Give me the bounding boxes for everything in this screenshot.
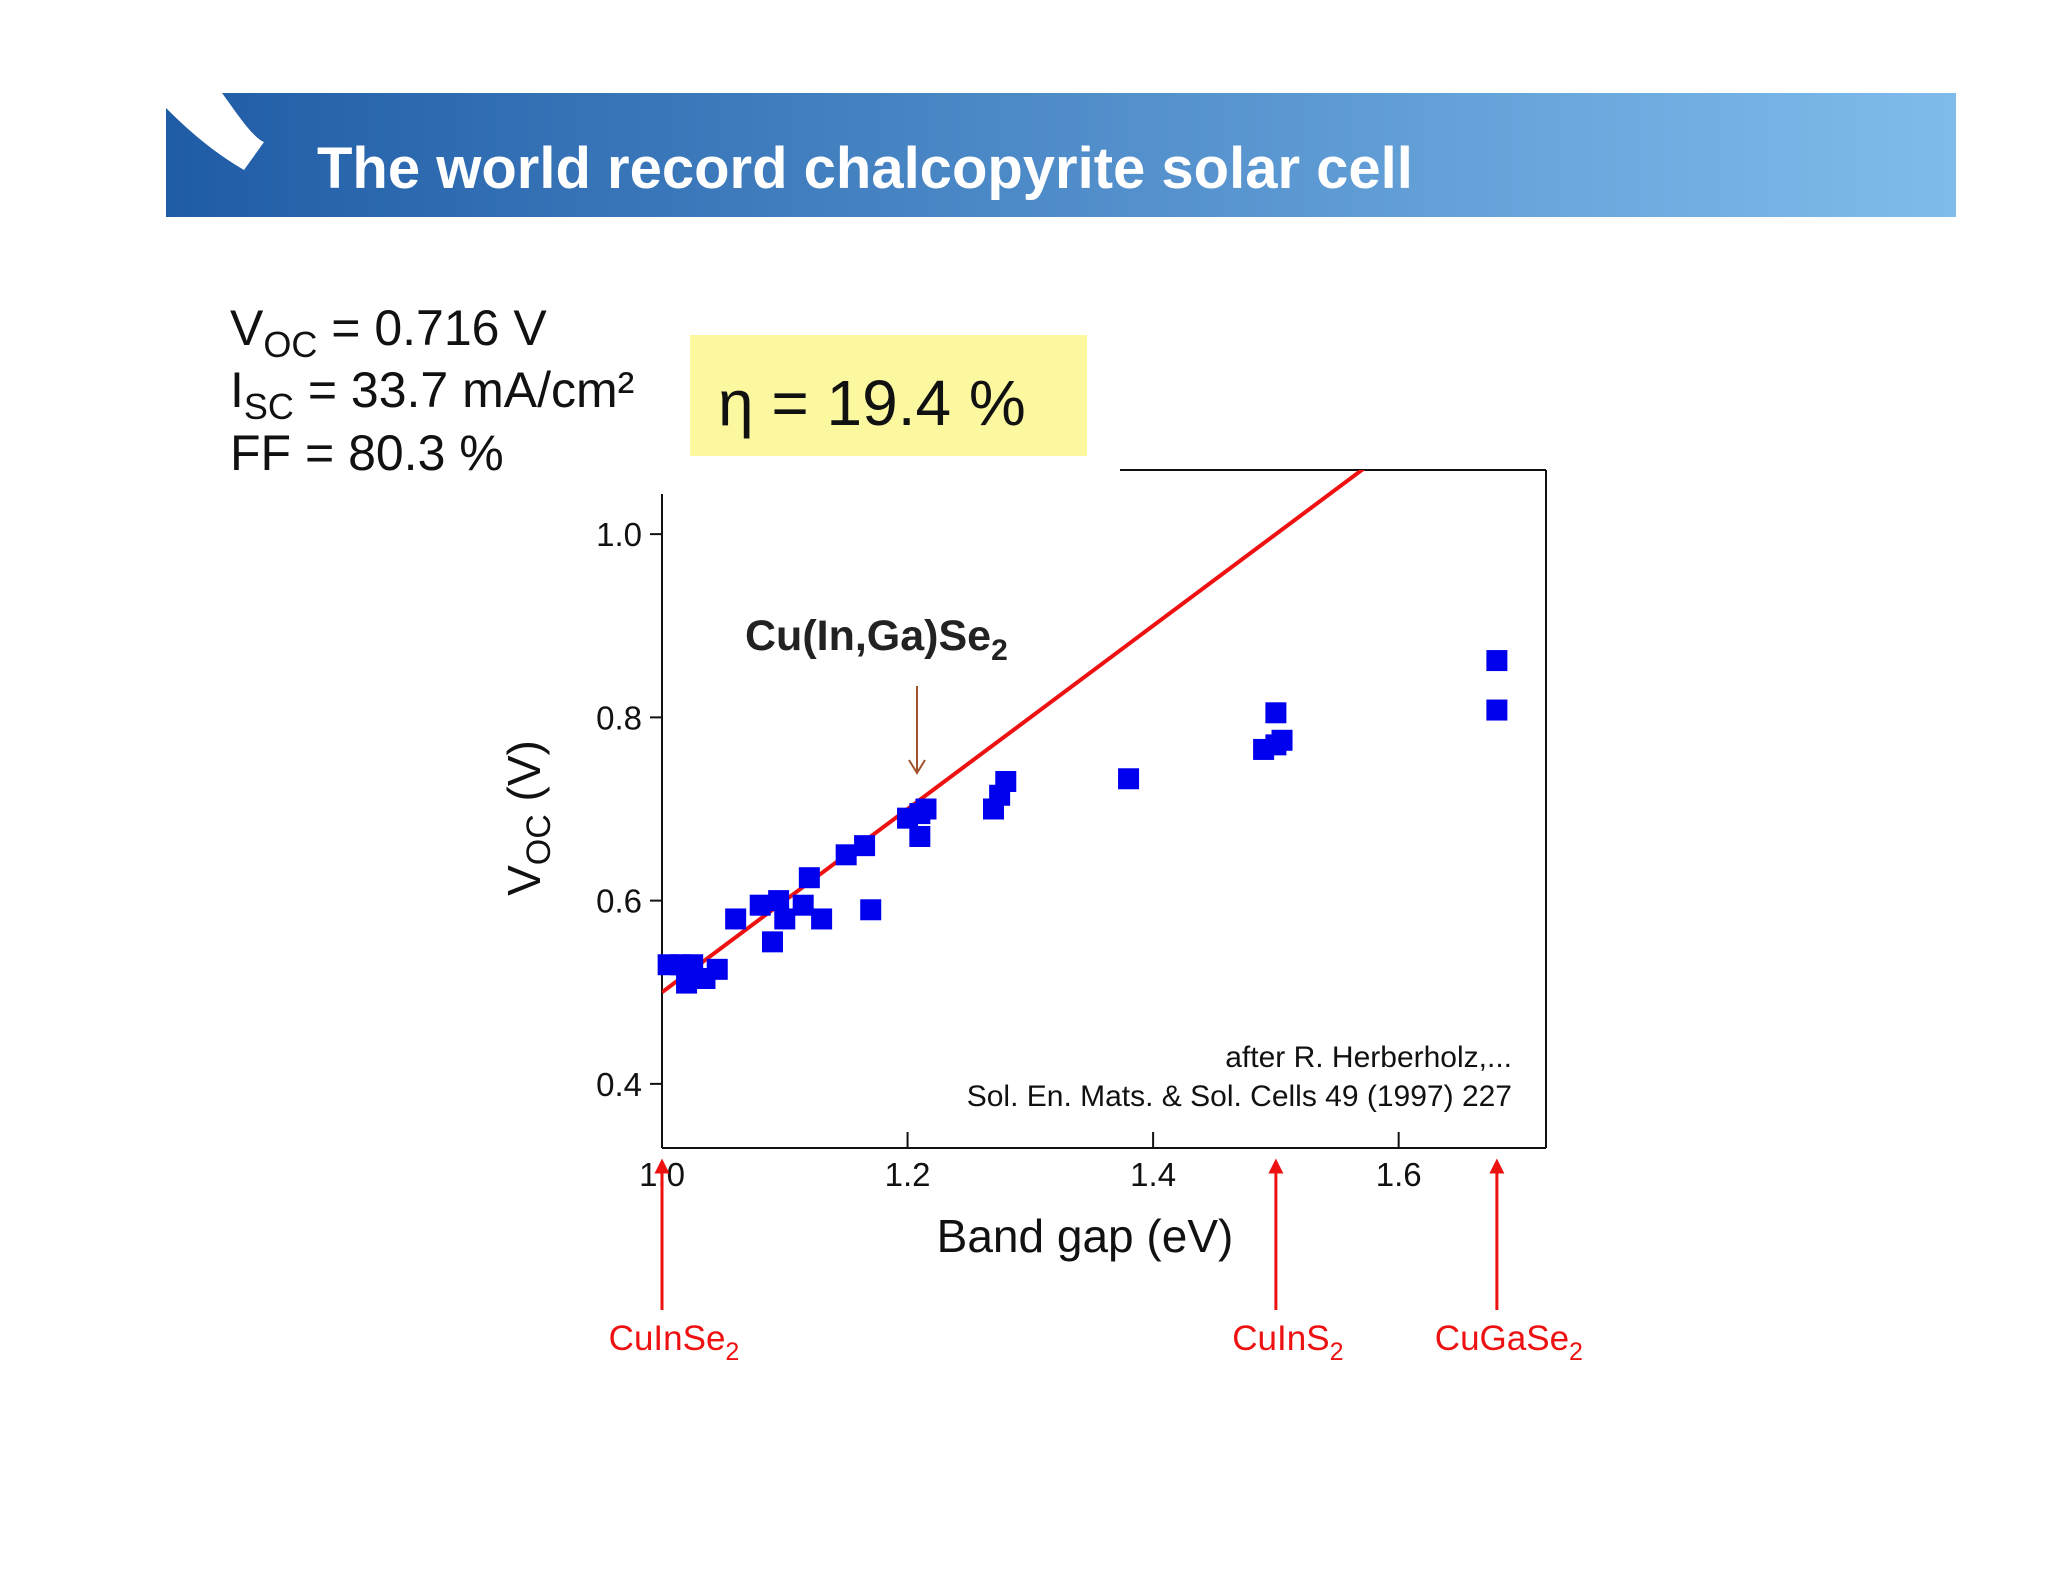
- credit-author: after R. Herberholz,...: [1225, 1041, 1512, 1074]
- header-bar: [166, 93, 1956, 217]
- efficiency-box: η = 19.4 %: [690, 335, 1087, 456]
- data-point: [1271, 729, 1293, 751]
- data-point: [915, 798, 937, 820]
- source-credit: after R. Herberholz,... Sol. En. Mats. &…: [967, 1041, 1512, 1113]
- ff-parameter: FF = 80.3 %: [230, 425, 504, 481]
- y-tick-label: 0.6: [596, 883, 642, 920]
- y-axis-ticks: 0.4 0.6 0.8 1.0: [596, 516, 662, 1103]
- data-point: [725, 908, 747, 930]
- material-marker: CuInS2: [1232, 1158, 1343, 1366]
- cell-parameters: VOC = 0.716 V ISC = 33.7 mA/cm² FF = 80.…: [230, 300, 634, 481]
- efficiency-value: η = 19.4 %: [718, 367, 1026, 439]
- data-point: [860, 899, 882, 921]
- data-point: [768, 890, 790, 912]
- data-point: [1486, 650, 1508, 672]
- x-axis-ticks: 1.0 1.2 1.4 1.6: [639, 1132, 1422, 1193]
- x-axis-title: Band gap (eV): [937, 1210, 1234, 1262]
- material-marker: CuInSe2: [609, 1158, 740, 1366]
- data-points-layer: [657, 650, 1508, 994]
- material-marker: CuGaSe2: [1435, 1158, 1583, 1366]
- material-label: CuGaSe2: [1435, 1319, 1583, 1366]
- isc-parameter: ISC = 33.7 mA/cm²: [230, 362, 634, 427]
- material-markers: CuInSe2 CuInS2 CuGaSe2: [609, 1158, 1583, 1366]
- x-tick-label: 1.4: [1130, 1156, 1176, 1193]
- data-point: [1118, 768, 1140, 790]
- x-tick-label: 1.6: [1376, 1156, 1422, 1193]
- cigs-arrow-head: [908, 759, 926, 775]
- data-point: [762, 931, 783, 953]
- data-point: [676, 972, 698, 994]
- slide-title: The world record chalcopyrite solar cell: [317, 136, 1413, 201]
- cigs-label: Cu(In,Ga)Se2: [745, 612, 1008, 667]
- data-point: [835, 844, 857, 866]
- data-point: [774, 908, 796, 930]
- data-point: [995, 771, 1017, 793]
- data-point: [1486, 699, 1508, 721]
- y-tick-label: 0.4: [596, 1066, 642, 1103]
- y-tick-label: 0.8: [596, 699, 642, 736]
- data-point: [811, 908, 833, 930]
- material-label: CuInS2: [1232, 1319, 1343, 1366]
- header-swoosh-logo: [166, 93, 264, 170]
- data-point: [798, 867, 820, 889]
- efficiency-highlight: [690, 335, 1087, 456]
- data-point: [1265, 702, 1287, 724]
- y-axis-title: VOC (V): [498, 740, 558, 896]
- x-tick-label: 1.2: [885, 1156, 931, 1193]
- material-label: CuInSe2: [609, 1319, 740, 1366]
- data-point: [706, 958, 728, 980]
- data-point: [909, 825, 931, 847]
- credit-reference: Sol. En. Mats. & Sol. Cells 49 (1997) 22…: [967, 1080, 1512, 1113]
- y-tick-label: 1.0: [596, 516, 642, 553]
- data-point: [792, 894, 814, 916]
- cigs-annotation: Cu(In,Ga)Se2: [745, 612, 1008, 775]
- data-point: [854, 835, 876, 857]
- data-point: [749, 894, 771, 916]
- header-banner: The world record chalcopyrite solar cell: [166, 93, 1956, 217]
- voc-parameter: VOC = 0.716 V: [230, 300, 547, 365]
